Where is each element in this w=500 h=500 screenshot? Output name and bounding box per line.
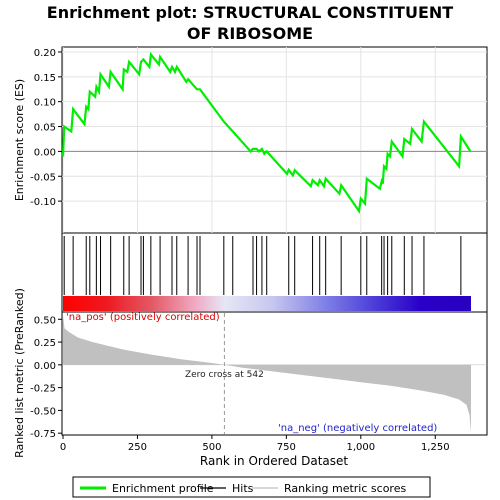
x-tick-label: 250 xyxy=(128,442,147,453)
x-axis: 0 250 500 750 1,000 1,250 xyxy=(60,435,450,453)
es-y-tick-label: -0.10 xyxy=(30,197,56,208)
metric-y-tick-label: -0.50 xyxy=(30,406,56,417)
es-y-axis-label: Enrichment score (ES) xyxy=(13,79,26,201)
metric-y-tick-label: 0.50 xyxy=(34,315,56,326)
es-y-tick-label: 0.10 xyxy=(34,98,56,109)
x-tick-label: 0 xyxy=(60,442,66,453)
es-y-tick-label: 0.00 xyxy=(34,147,56,158)
metric-y-axis-label: Ranked list metric (PreRanked) xyxy=(13,288,26,458)
es-y-tick-label: 0.05 xyxy=(34,123,56,134)
metric-y-tick-label: -0.25 xyxy=(30,384,56,395)
negative-correlation-label: 'na_neg' (negatively correlated) xyxy=(278,423,437,434)
x-tick-label: 1,250 xyxy=(421,442,450,453)
legend-label: Enrichment profile xyxy=(112,482,214,495)
ranking-metric-area xyxy=(63,314,471,434)
x-tick-label: 1,000 xyxy=(346,442,375,453)
es-y-tick-label: 0.15 xyxy=(34,73,56,84)
enrichment-profile-line xyxy=(61,51,472,215)
metric-y-tick-label: 0.00 xyxy=(34,361,56,372)
positive-correlation-label: 'na_pos' (positively correlated) xyxy=(66,312,220,323)
rank-colorbar xyxy=(63,296,471,311)
legend-label: Hits xyxy=(232,482,254,495)
x-tick-label: 750 xyxy=(277,442,296,453)
legend-label: Ranking metric scores xyxy=(284,482,406,495)
hit-markers xyxy=(63,236,462,295)
es-y-axis: -0.10 -0.05 0.00 0.05 0.10 0.15 0.20 xyxy=(30,48,62,208)
es-y-tick-label: 0.20 xyxy=(34,48,56,59)
es-gridlines xyxy=(62,47,487,233)
legend: Enrichment profile Hits Ranking metric sco… xyxy=(80,482,406,495)
enrichment-panel-frame xyxy=(61,46,488,234)
chart-title-line: Enrichment plot: STRUCTURAL CONSTITUENT xyxy=(47,3,453,22)
chart-title: Enrichment plot: STRUCTURAL CONSTITUENT O… xyxy=(47,3,453,43)
legend-box xyxy=(72,476,431,498)
chart-title-line: OF RIBOSOME xyxy=(187,24,313,43)
metric-y-tick-label: 0.25 xyxy=(34,338,56,349)
zero-cross-label: Zero cross at 542 xyxy=(185,370,264,380)
metric-y-tick-label: -0.75 xyxy=(30,429,56,440)
es-y-tick-label: -0.05 xyxy=(30,172,56,183)
x-tick-label: 500 xyxy=(202,442,221,453)
x-axis-label: Rank in Ordered Dataset xyxy=(200,454,348,468)
